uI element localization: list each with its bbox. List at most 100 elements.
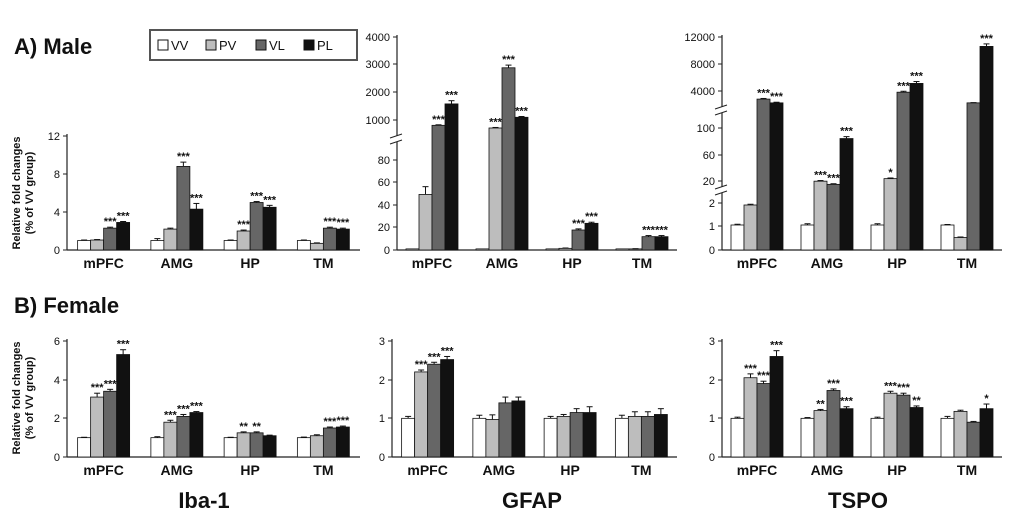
significance-label: ***: [428, 351, 442, 363]
significance-label: *: [984, 393, 989, 405]
bar-pv-hp: [558, 247, 573, 251]
x-tick-label: HP: [887, 462, 906, 478]
bar-vv-mpfc: [77, 437, 92, 458]
x-tick-label: mPFC: [412, 255, 452, 271]
legend-label-vl: VL: [269, 38, 285, 53]
legend: VV PV VL PL: [149, 29, 358, 61]
bar-vv-hp: [223, 437, 238, 458]
bar-vl-hp: [569, 412, 584, 458]
bar-pv-tm: [627, 415, 642, 458]
bar-vl-amg: [498, 402, 513, 458]
bar-vl-hp: [896, 394, 911, 458]
significance-label: *: [888, 167, 893, 179]
x-tick-label: AMG: [483, 462, 516, 478]
bar-pv-tm: [309, 435, 324, 458]
significance-label: ***: [336, 415, 350, 427]
significance-label: ***: [164, 409, 178, 421]
bar-pv-mpfc: [414, 371, 429, 458]
bar-vv-hp: [223, 240, 238, 251]
bar-pl-amg: [839, 138, 854, 251]
bar-pv-hp: [236, 432, 251, 458]
significance-label: ***: [814, 170, 828, 182]
y-tick-label: 2: [709, 375, 715, 387]
bar-pv-amg: [488, 127, 503, 251]
x-tick-label: TM: [632, 255, 652, 271]
bar-pv-amg: [485, 419, 500, 458]
significance-label: **: [816, 398, 825, 410]
significance-label: ***: [104, 216, 118, 228]
bar-vv-mpfc: [730, 417, 745, 458]
y-tick-label: 2000: [366, 87, 390, 99]
legend-swatch-vv: [157, 39, 169, 51]
bar-pv-hp: [883, 392, 898, 458]
bar-vv-amg: [800, 417, 815, 458]
significance-label: ***: [237, 219, 251, 231]
significance-label: ***: [117, 339, 131, 351]
bar-pv-mpfc: [743, 377, 758, 458]
bar-pl-hp: [262, 206, 277, 251]
bar-vl-mpfc: [756, 383, 771, 458]
ylabel-male-line2: (% of VV group): [24, 151, 36, 234]
legend-item-pl: PL: [303, 38, 333, 53]
axis-break-mark: [714, 184, 728, 190]
significance-label: ***: [250, 191, 264, 203]
bar-vl-mpfc: [103, 390, 118, 458]
y-tick-label: 3000: [366, 59, 390, 71]
y-tick-label: 4: [54, 375, 60, 387]
bar-vl-tm: [641, 236, 656, 251]
row-title-female: B) Female: [14, 293, 119, 318]
significance-label: ***: [572, 218, 586, 230]
significance-label: ***: [910, 71, 924, 83]
x-tick-label: HP: [240, 462, 259, 478]
y-tick-label: 60: [378, 177, 390, 189]
bar-vl-mpfc: [756, 98, 771, 251]
significance-label: ***: [840, 126, 854, 138]
significance-label: ***: [884, 380, 898, 392]
axis-break-gap: [391, 136, 677, 142]
x-tick-label: AMG: [811, 462, 844, 478]
bar-vv-hp: [545, 248, 560, 251]
y-tick-label: 2: [54, 413, 60, 425]
significance-label: **: [912, 395, 921, 407]
y-tick-label: 1000: [366, 115, 390, 127]
y-tick-label: 2: [709, 198, 715, 210]
y-tick-label: 4000: [691, 86, 715, 98]
legend-swatch-vl: [255, 39, 267, 51]
bar-vv-hp: [870, 417, 885, 458]
significance-label: ***: [585, 211, 599, 223]
bar-pl-hp: [582, 412, 597, 458]
bar-pv-amg: [813, 410, 828, 458]
marker-label-gfap: GFAP: [502, 488, 562, 513]
bar-vv-hp: [543, 417, 558, 458]
bar-pv-mpfc: [418, 194, 433, 251]
ylabel-female-line1: Relative fold changes: [11, 341, 23, 454]
y-tick-label: 20: [378, 222, 390, 234]
y-tick-label: 12: [48, 131, 60, 143]
y-tick-label: 0: [54, 452, 60, 464]
bar-vv-tm: [615, 248, 630, 251]
significance-label: ***: [840, 396, 854, 408]
x-tick-label: AMG: [811, 255, 844, 271]
marker-label-tspo: TSPO: [828, 488, 888, 513]
x-tick-label: mPFC: [407, 462, 447, 478]
y-tick-label: 3: [709, 336, 715, 348]
x-tick-label: AMG: [486, 255, 519, 271]
y-tick-label: 4000: [366, 32, 390, 44]
significance-label: ***: [432, 114, 446, 126]
significance-label: ***: [642, 225, 656, 237]
significance-label: ***: [502, 54, 516, 66]
bar-vv-mpfc: [405, 248, 420, 251]
bar-pl-mpfc: [769, 102, 784, 251]
row-title-male: A) Male: [14, 34, 92, 59]
legend-item-vv: VV: [157, 38, 189, 53]
y-tick-label: 6: [54, 336, 60, 348]
x-tick-label: HP: [562, 255, 581, 271]
bar-vv-tm: [296, 437, 311, 458]
bar-pv-mpfc: [90, 396, 105, 458]
bar-pv-hp: [883, 178, 898, 251]
ylabel-male-line1: Relative fold changes: [11, 136, 23, 249]
